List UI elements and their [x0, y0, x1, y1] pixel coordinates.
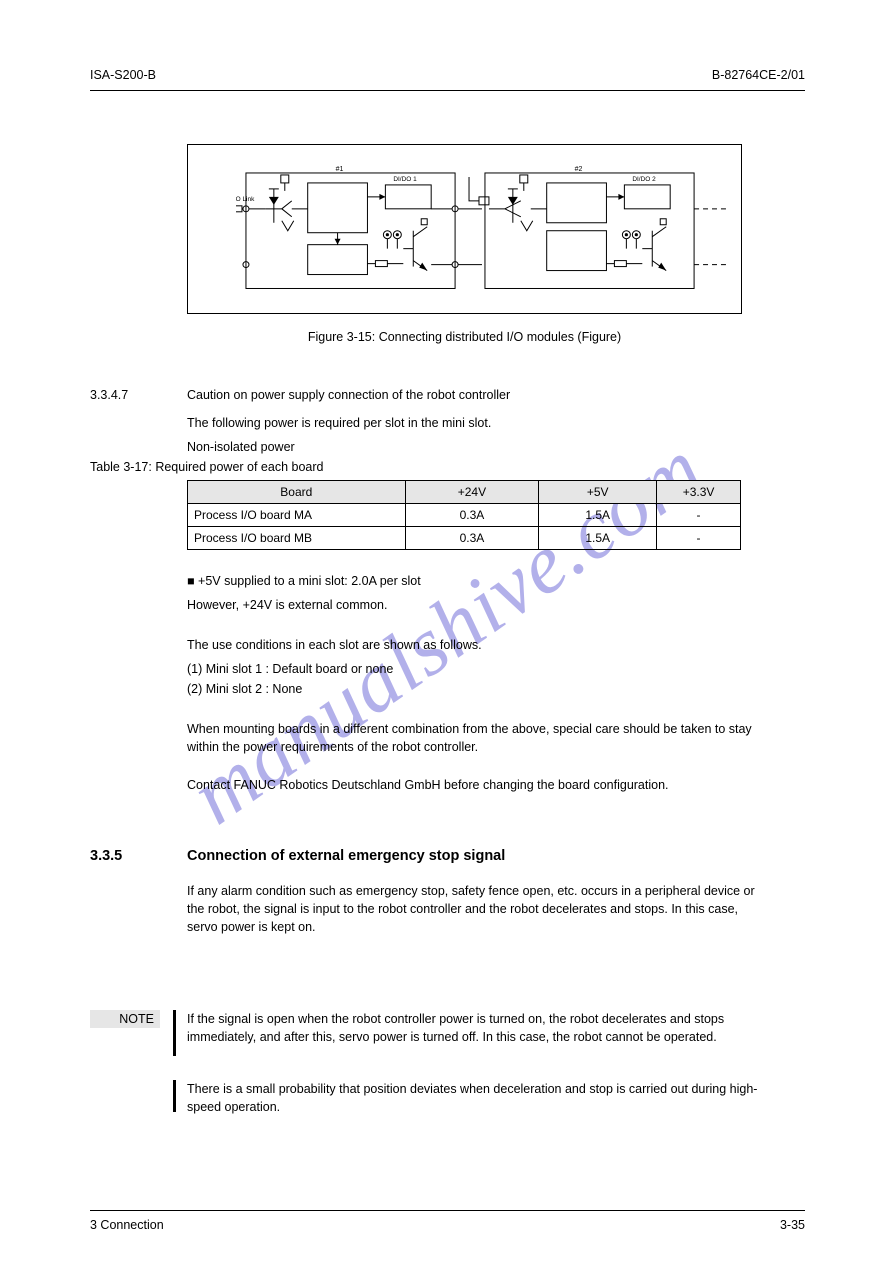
lbl-dido2: DI/DO 2: [632, 176, 656, 183]
header-rule: [90, 90, 805, 91]
bullet-24v: However, +24V is external common.: [187, 596, 387, 614]
tbl-title: Table 3-17: Required power of each board: [90, 458, 323, 476]
cond-2: (2) Mini slot 2 : None: [187, 680, 302, 698]
th-board: Board: [188, 481, 406, 504]
cond-line1: The use conditions in each slot are show…: [187, 636, 482, 654]
note-label: NOTE: [90, 1010, 160, 1028]
mix-p1: When mounting boards in a different comb…: [187, 720, 763, 756]
noniso-label: Non-isolated power: [187, 438, 295, 456]
sec-head-33347: Caution on power supply connection of th…: [187, 386, 510, 404]
note-bar-icon: [173, 1080, 176, 1112]
sec-intro: The following power is required per slot…: [187, 414, 491, 432]
note-bar-icon: [173, 1010, 176, 1056]
lbl-node1: #1: [336, 166, 344, 173]
note-2: There is a small probability that positi…: [187, 1080, 763, 1116]
footer-rule: [90, 1210, 805, 1211]
power-table: Board +24V +5V +3.3V Process I/O board M…: [187, 480, 741, 550]
sec-head-335: Connection of external emergency stop si…: [187, 846, 505, 867]
header-left: ISA-S200-B: [90, 68, 156, 82]
th-33v: +3.3V: [657, 481, 741, 504]
block-diagram: I/O Link #1 #2 DI/DO 1 DI/DO 2: [236, 165, 729, 296]
page: { "header": { "left": "ISA-S200-B", "rig…: [0, 0, 893, 1263]
table-row: Process I/O board MB 0.3A 1.5A -: [188, 527, 741, 550]
mix-p2: Contact FANUC Robotics Deutschland GmbH …: [187, 776, 763, 794]
lbl-io-link: I/O Link: [236, 196, 255, 203]
lbl-node2: #2: [575, 166, 583, 173]
bullet-5v: ■ +5V supplied to a mini slot: 2.0A per …: [187, 572, 421, 590]
sec-num-33347: 3.3.4.7: [90, 386, 128, 404]
figure-title: Figure 3-15: Connecting distributed I/O …: [187, 330, 742, 344]
lbl-dido1: DI/DO 1: [393, 176, 417, 183]
th-24v: +24V: [405, 481, 539, 504]
footer-right: 3-35: [780, 1218, 805, 1232]
sec-num-335: 3.3.5: [90, 846, 122, 867]
footer-left: 3 Connection: [90, 1218, 164, 1232]
sec335-p: If any alarm condition such as emergency…: [187, 882, 763, 936]
table-row: Process I/O board MA 0.3A 1.5A -: [188, 504, 741, 527]
figure-box: I/O Link #1 #2 DI/DO 1 DI/DO 2: [187, 144, 742, 314]
th-5v: +5V: [539, 481, 657, 504]
header-right: B-82764CE-2/01: [712, 68, 805, 82]
cond-1: (1) Mini slot 1 : Default board or none: [187, 660, 393, 678]
note-1: If the signal is open when the robot con…: [187, 1010, 763, 1046]
